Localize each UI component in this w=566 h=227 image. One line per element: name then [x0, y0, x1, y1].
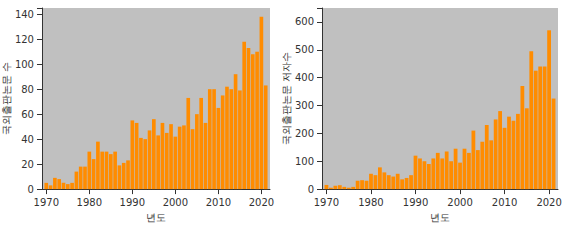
svg-text:국외출판논문 수: 국외출판논문 수	[1, 62, 12, 135]
svg-text:2000: 2000	[163, 197, 188, 208]
svg-text:600: 600	[295, 16, 314, 27]
svg-text:200: 200	[295, 128, 314, 139]
svg-text:2010: 2010	[206, 197, 231, 208]
svg-text:300: 300	[295, 100, 314, 111]
svg-text:1990: 1990	[403, 197, 428, 208]
svg-text:국외출판논문 저자수: 국외출판논문 저자수	[281, 52, 292, 145]
svg-text:1980: 1980	[77, 197, 102, 208]
svg-text:400: 400	[295, 72, 314, 83]
svg-text:80: 80	[21, 84, 34, 95]
svg-text:0: 0	[28, 184, 34, 195]
svg-text:140: 140	[15, 9, 34, 20]
svg-text:1990: 1990	[120, 197, 145, 208]
svg-text:1970: 1970	[34, 197, 59, 208]
svg-text:0: 0	[308, 184, 314, 195]
svg-text:2020: 2020	[536, 197, 561, 208]
svg-text:120: 120	[15, 34, 34, 45]
svg-text:100: 100	[15, 59, 34, 70]
svg-text:2000: 2000	[447, 197, 472, 208]
svg-text:년도: 년도	[430, 212, 450, 223]
svg-text:100: 100	[295, 156, 314, 167]
svg-text:1970: 1970	[314, 197, 339, 208]
svg-text:20: 20	[21, 159, 34, 170]
svg-text:2010: 2010	[492, 197, 517, 208]
svg-text:60: 60	[21, 109, 34, 120]
svg-text:40: 40	[21, 134, 34, 145]
svg-text:년도: 년도	[146, 212, 166, 223]
svg-text:500: 500	[295, 44, 314, 55]
svg-text:1980: 1980	[358, 197, 383, 208]
svg-text:2020: 2020	[249, 197, 274, 208]
